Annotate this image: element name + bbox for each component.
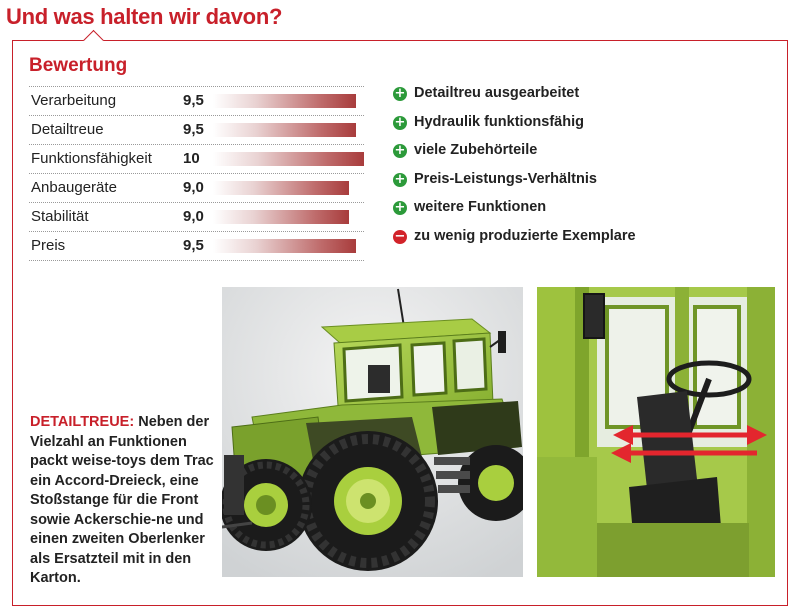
tractor-photo — [222, 287, 523, 577]
pro-item: + Preis-Leistungs-Verhältnis — [393, 169, 693, 198]
con-text: zu wenig produzierte Exemplare — [414, 227, 636, 244]
review-box — [12, 40, 788, 606]
pro-item: + Detailtreu ausgearbeitet — [393, 83, 693, 112]
pro-item: + viele Zubehörteile — [393, 140, 693, 169]
rating-bar-track — [213, 152, 364, 166]
rating-row: Verarbeitung 9,5 — [29, 87, 364, 116]
rating-value: 9,5 — [183, 237, 204, 254]
rating-bar-track — [213, 239, 364, 253]
rating-label: Detailtreue — [31, 121, 104, 138]
rating-bar — [213, 181, 349, 195]
rating-bar — [213, 123, 357, 137]
pro-text: Hydraulik funktionsfähig — [414, 113, 584, 130]
rating-bar — [213, 152, 364, 166]
plus-circle-icon: + — [393, 200, 407, 215]
rating-value: 9,0 — [183, 179, 204, 196]
rating-row: Preis 9,5 — [29, 232, 364, 261]
pro-text: Preis-Leistungs-Verhältnis — [414, 170, 597, 187]
rating-bar-track — [213, 210, 364, 224]
cab-interior-illustration — [537, 287, 775, 577]
tractor-illustration — [222, 287, 523, 577]
con-item: − zu wenig produzierte Exemplare — [393, 226, 693, 255]
rating-label: Funktionsfähigkeit — [31, 150, 152, 167]
headline: Und was halten wir davon? — [6, 4, 283, 29]
pro-text: viele Zubehörteile — [414, 142, 538, 158]
pro-text: Detailtreu ausgearbeitet — [414, 85, 580, 101]
rating-bar — [213, 239, 357, 253]
rating-row: Detailtreue 9,5 — [29, 116, 364, 145]
pro-text: weitere Funktionen — [414, 199, 547, 215]
minus-circle-icon: − — [393, 228, 407, 244]
plus-circle-icon: + — [393, 86, 407, 101]
rating-bar — [213, 94, 357, 108]
rating-value: 9,5 — [183, 92, 204, 109]
rating-title: Bewertung — [29, 55, 128, 76]
rating-label: Stabilität — [31, 208, 89, 225]
rating-value: 9,5 — [183, 121, 204, 138]
photo-caption: DETAILTREUE: Neben der Vielzahl an Funkt… — [30, 413, 225, 589]
pros-cons-list: + Detailtreu ausgearbeitet + Hydraulik f… — [393, 83, 693, 254]
rating-value: 9,0 — [183, 208, 204, 225]
rating-table: Verarbeitung 9,5 Detailtreue 9,5 Funktio… — [29, 86, 364, 261]
pro-item: + weitere Funktionen — [393, 197, 693, 226]
pro-item: + Hydraulik funktionsfähig — [393, 112, 693, 141]
rating-label: Preis — [31, 237, 66, 254]
plus-circle-icon: + — [393, 114, 407, 130]
rating-row: Anbaugeräte 9,0 — [29, 174, 364, 203]
rating-label: Anbaugeräte — [31, 179, 117, 196]
rating-row: Stabilität 9,0 — [29, 203, 364, 232]
rating-row: Funktionsfähigkeit 10 — [29, 145, 364, 174]
plus-circle-icon: + — [393, 171, 407, 187]
plus-circle-icon: + — [393, 143, 407, 158]
rating-bar — [213, 210, 349, 224]
rating-label: Verarbeitung — [31, 92, 117, 109]
rating-value: 10 — [183, 150, 200, 167]
caption-lead: DETAILTREUE: — [30, 414, 135, 430]
rating-bar-track — [213, 94, 364, 108]
rating-bar-track — [213, 123, 364, 137]
cab-interior-photo — [537, 287, 775, 577]
caption-text: Neben der Vielzahl an Funktionen packt w… — [30, 414, 214, 586]
rating-bar-track — [213, 181, 364, 195]
